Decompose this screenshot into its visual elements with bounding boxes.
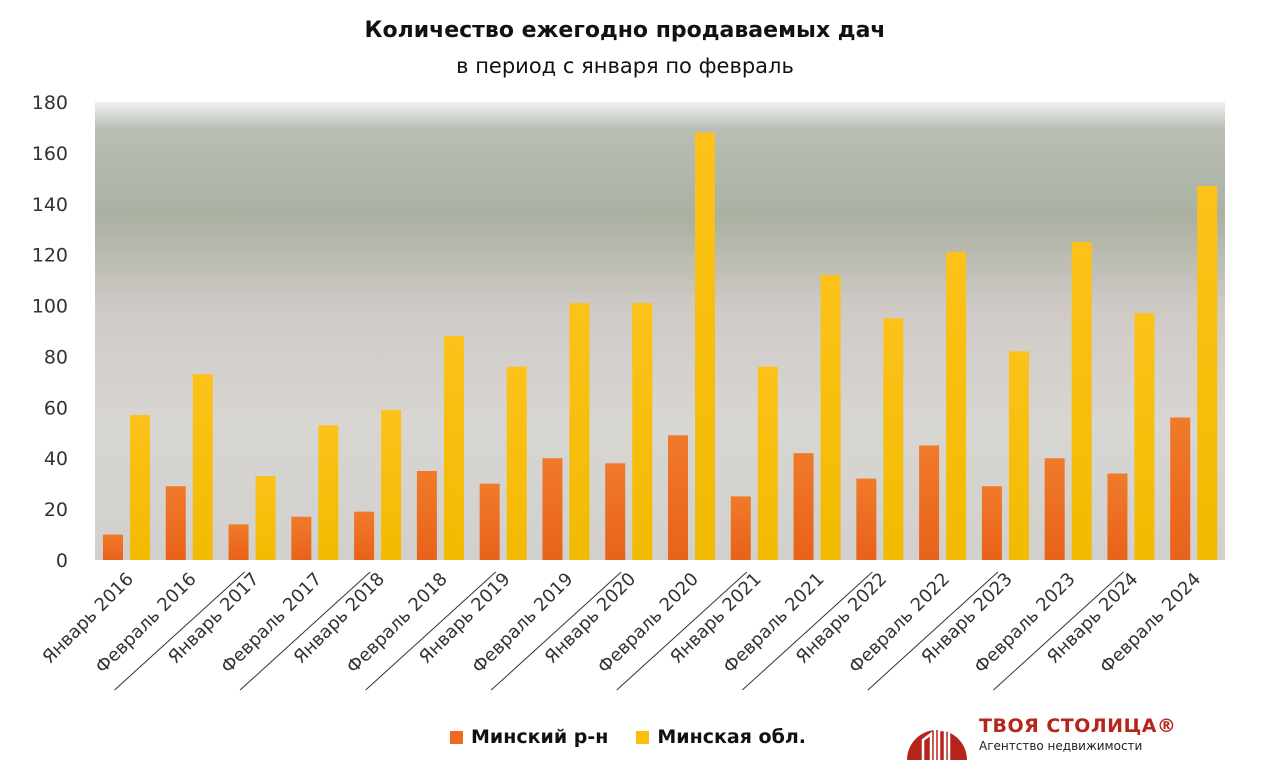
y-tick-label: 160 bbox=[32, 143, 68, 165]
category-separator bbox=[867, 571, 999, 691]
logo-subtitle: Агентство недвижимости bbox=[979, 739, 1143, 753]
bar-minsk-district bbox=[919, 445, 940, 560]
y-tick-label: 60 bbox=[44, 397, 68, 419]
chart-subtitle: в период с января по февраль bbox=[456, 54, 794, 78]
company-logo: ТВОЯ СТОЛИЦА® Агентство недвижимости bbox=[905, 708, 1176, 760]
y-tick-label: 120 bbox=[32, 245, 68, 267]
bar-minsk-district bbox=[1170, 417, 1191, 560]
bar-minsk-region bbox=[632, 303, 653, 560]
legend: Минский р-н Минская обл. bbox=[450, 726, 806, 748]
bar-minsk-region bbox=[255, 476, 276, 560]
bar-minsk-district bbox=[981, 486, 1002, 560]
logo-building-icon bbox=[907, 724, 967, 760]
bar-minsk-district bbox=[165, 486, 186, 560]
bar-minsk-region bbox=[820, 275, 841, 560]
legend-swatch bbox=[636, 730, 650, 744]
bar-minsk-district bbox=[228, 524, 249, 560]
category-separator bbox=[365, 571, 497, 691]
bar-minsk-district bbox=[1044, 458, 1065, 560]
bar-minsk-region bbox=[695, 132, 715, 561]
category-separator bbox=[993, 571, 1124, 691]
bar-minsk-region bbox=[130, 414, 150, 560]
bar-minsk-region bbox=[381, 409, 402, 560]
category-separator bbox=[741, 571, 873, 691]
bar-minsk-region bbox=[883, 318, 904, 560]
legend-label: Минская обл. bbox=[657, 726, 806, 748]
category-separator bbox=[490, 571, 622, 691]
bar-minsk-region bbox=[1008, 351, 1029, 560]
bar-minsk-district bbox=[354, 511, 375, 560]
y-tick-label: 80 bbox=[44, 346, 68, 368]
legend-item-minsk-district: Минский р-н bbox=[450, 726, 608, 748]
category-separator bbox=[114, 571, 245, 691]
y-tick-label: 140 bbox=[32, 194, 68, 216]
bar-minsk-district bbox=[542, 458, 563, 560]
plot-background-photo bbox=[95, 102, 1225, 560]
bar-minsk-district bbox=[605, 463, 626, 560]
logo-name: ТВОЯ СТОЛИЦА® bbox=[979, 715, 1177, 737]
legend-item-minsk-region: Минская обл. bbox=[636, 726, 806, 748]
bar-minsk-region bbox=[1197, 185, 1218, 560]
bar-minsk-region bbox=[1071, 241, 1092, 560]
bar-minsk-district bbox=[793, 453, 814, 560]
bar-minsk-region bbox=[946, 252, 967, 560]
y-tick-label: 180 bbox=[32, 92, 68, 114]
legend-label: Минский р-н bbox=[471, 726, 609, 748]
y-tick-label: 0 bbox=[56, 550, 68, 572]
category-separator bbox=[239, 571, 371, 691]
bar-minsk-region bbox=[569, 303, 590, 560]
category-separator bbox=[616, 571, 748, 691]
bar-minsk-district bbox=[856, 478, 877, 560]
y-tick-label: 100 bbox=[32, 296, 68, 318]
bar-minsk-region bbox=[318, 425, 339, 560]
bar-minsk-region bbox=[1134, 313, 1155, 560]
bar-minsk-region bbox=[443, 336, 464, 560]
bar-minsk-district bbox=[668, 435, 688, 560]
bar-minsk-district bbox=[730, 496, 751, 560]
bar-minsk-district bbox=[416, 470, 437, 560]
bar-minsk-district bbox=[1107, 473, 1128, 560]
y-tick-label: 20 bbox=[44, 499, 68, 521]
y-tick-label: 40 bbox=[44, 448, 68, 470]
bar-minsk-region bbox=[192, 374, 213, 560]
bar-minsk-region bbox=[506, 366, 527, 560]
legend-swatch bbox=[450, 730, 463, 744]
bar-minsk-district bbox=[291, 516, 312, 560]
chart-title: Количество ежегодно продаваемых дач bbox=[364, 18, 886, 43]
bar-minsk-district bbox=[479, 483, 500, 560]
bar-minsk-district bbox=[103, 534, 123, 560]
bar-minsk-region bbox=[757, 366, 778, 560]
